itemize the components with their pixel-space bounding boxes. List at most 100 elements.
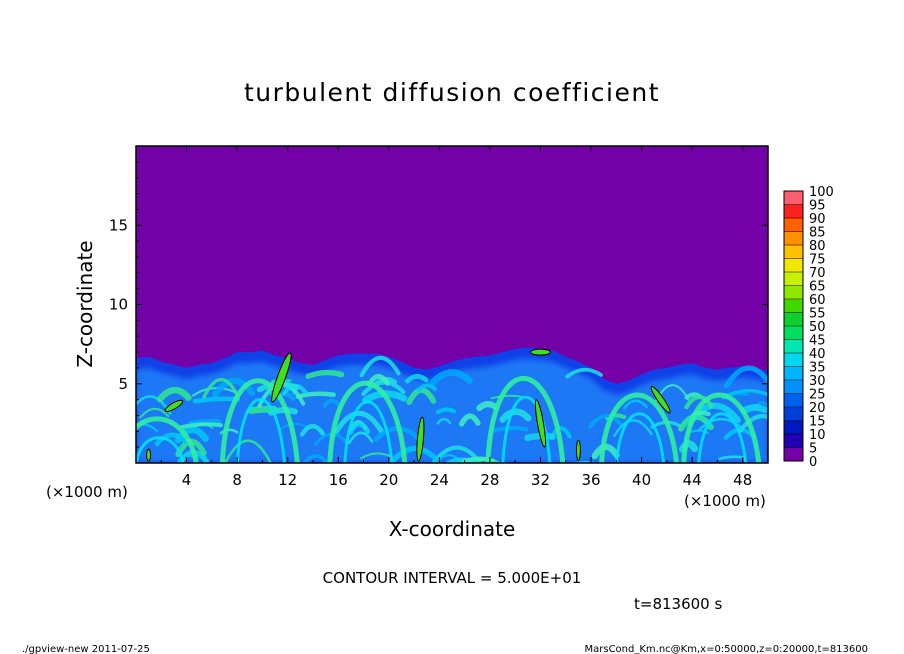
colorbar-swatch (784, 326, 803, 340)
turbulence-eddy (697, 417, 744, 432)
colorbar-label: 15 (809, 415, 826, 430)
y-tick-label: 10 (109, 296, 128, 314)
contour-line (146, 448, 152, 462)
contour-line (650, 385, 671, 414)
colorbar-swatch (784, 272, 803, 286)
x-tick-label: 48 (733, 471, 752, 489)
convective-plume (485, 376, 566, 463)
contour-line (271, 352, 292, 403)
colorbar-swatch (784, 339, 803, 354)
colorbar-label: 35 (809, 361, 826, 376)
y-axis-title: Z-coordinate (73, 240, 97, 367)
turbulence-eddy (361, 380, 406, 397)
turbulence-eddy (490, 394, 523, 400)
colorbar-label: 10 (809, 428, 826, 443)
colorbar-label: 65 (809, 280, 826, 295)
colorbar-swatch (784, 434, 803, 448)
turbulence-eddy (738, 413, 768, 433)
x-tick-label: 16 (329, 471, 348, 489)
colorbar-label: 95 (809, 199, 826, 214)
colorbar-label: 75 (809, 253, 826, 268)
turbulence-eddy (588, 414, 624, 429)
contour-line (416, 416, 425, 462)
convective-plume (599, 392, 680, 463)
x-tick-label: 8 (232, 471, 242, 489)
colorbar-label: 5 (809, 442, 817, 457)
turbulence-eddy (211, 377, 256, 398)
x-axis: 4 8 12 16 20 24 28 32 36 40 44 48 (160, 146, 752, 489)
x-tick-label: 36 (581, 471, 600, 489)
x-tick-label: 40 (632, 471, 651, 489)
turbulence-eddy (139, 407, 170, 419)
turbulence-eddy (223, 439, 272, 463)
x-tick-label: 20 (379, 471, 398, 489)
turbulence-eddy (359, 452, 393, 460)
colorbar-swatch (784, 218, 803, 232)
colorbar-label: 55 (809, 307, 826, 322)
turbulence-eddy (322, 398, 341, 408)
contour-line (575, 439, 581, 461)
colorbar-label: 30 (809, 374, 826, 389)
turbulence-eddy (565, 367, 603, 379)
turbulence-eddy (429, 369, 473, 386)
convective-plume-inner (501, 395, 552, 463)
colorbar-label: 90 (809, 212, 826, 227)
convective-plume-inner (235, 398, 286, 463)
turbulence-eddy (305, 369, 345, 379)
colorbar-swatch (784, 312, 803, 327)
turbulence-eddy (489, 425, 529, 434)
colorbar-swatch (784, 204, 803, 219)
colorbar-swatch (784, 231, 803, 246)
convective-plume (219, 378, 300, 463)
colorbar-swatch (784, 245, 803, 259)
turbulence-eddy (435, 407, 457, 415)
turbulence-eddy (623, 399, 648, 410)
footer-left: ./gpview-new 2011-07-25 (22, 644, 150, 654)
convective-plume (681, 392, 762, 463)
colorbar-swatch (784, 299, 803, 313)
turbulence-eddy (332, 410, 385, 437)
turbulence-eddy (458, 413, 481, 427)
x-tick-label: 44 (683, 471, 702, 489)
y-unit-label: (×1000 m) (684, 492, 766, 510)
colorbar-label: 85 (809, 226, 826, 241)
turbulence-eddy (359, 355, 401, 378)
turbulence-eddy (404, 373, 429, 384)
turbulence-eddy (192, 396, 241, 404)
colorbar-label: 25 (809, 388, 826, 403)
convective-plume-inner (343, 400, 394, 463)
turbulence-field (136, 347, 768, 468)
turbulence-eddy (723, 365, 768, 389)
colorbar-label: 80 (809, 239, 826, 254)
x-tick-label: 32 (531, 471, 550, 489)
colorbar-swatch (784, 420, 803, 435)
colorbar-swatch (784, 407, 803, 421)
turbulence-eddy (219, 428, 239, 435)
colorbar-swatch (784, 393, 803, 408)
contour-line (530, 348, 551, 356)
colorbar-swatch (784, 191, 803, 205)
contour-line (534, 399, 547, 448)
turbulence-eddy (613, 419, 653, 438)
turbulence-eddy (417, 383, 437, 392)
colorbar-swatch (784, 447, 803, 462)
colorbar-label: 50 (809, 320, 826, 335)
turbulence-eddy (179, 422, 223, 430)
contour-line (164, 399, 184, 413)
colorbar-swatch (784, 258, 803, 273)
turbulence-eddy (154, 432, 190, 447)
convective-plume-inner (697, 412, 748, 463)
convective-plume (136, 416, 199, 463)
turbulence-eddy (223, 465, 257, 468)
turbulence-eddy (740, 404, 768, 415)
x-unit-label: (×1000 m) (46, 483, 128, 501)
turbulence-eddy (188, 418, 222, 426)
convective-plume (327, 380, 408, 463)
contour-interval-label: CONTOUR INTERVAL = 5.000E+01 (323, 569, 582, 587)
x-tick-label: 4 (182, 471, 192, 489)
colorbar-swatch (784, 380, 803, 394)
convective-plume-inner (615, 412, 666, 463)
time-label: t=813600 s (634, 595, 722, 613)
convective-plume-inner (136, 436, 185, 463)
